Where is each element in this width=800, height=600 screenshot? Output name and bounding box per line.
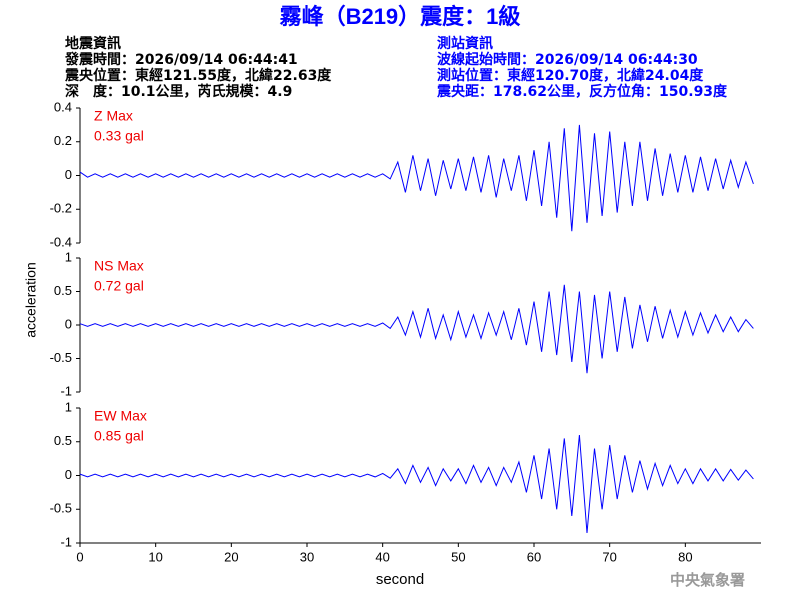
footer: 中央氣象署 [670,571,745,589]
x-tick-label: 50 [451,549,465,564]
y-tick-label: 0 [65,167,72,182]
y-tick-label: -1 [60,383,72,398]
y-tick-label: 1 [65,249,72,264]
y-tick-label: -1 [60,534,72,549]
max-label: EW Max [94,408,147,424]
waveform [79,284,754,374]
y-axis-label: acceleration [23,262,39,338]
quake-info: 發震時間：2026/09/14 06:44:41 [64,51,298,68]
y-tick-label: 0.5 [54,283,72,298]
quake-info: 震央位置：東經121.55度，北緯22.63度 [64,67,332,84]
x-tick-label: 60 [527,549,541,564]
max-value: 0.33 gal [94,128,144,144]
y-tick-label: 0 [65,316,72,331]
station-info: 震央距：178.62公里，反方位角：150.93度 [436,83,728,100]
y-tick-label: -0.5 [50,350,72,365]
x-tick-label: 30 [300,549,314,564]
max-value: 0.72 gal [94,278,144,294]
max-label: Z Max [94,108,133,124]
waveform [79,434,754,533]
waveform [79,124,754,232]
max-value: 0.85 gal [94,428,144,444]
title: 霧峰（B219）震度：1級 [279,4,521,29]
station-info: 測站資訊 [437,35,493,52]
y-tick-label: -0.5 [50,501,72,516]
station-info: 波線起始時間：2026/09/14 06:44:30 [437,51,698,68]
x-tick-label: 80 [678,549,692,564]
station-info: 測站位置：東經120.70度，北緯24.04度 [437,67,704,84]
x-tick-label: 70 [602,549,616,564]
x-tick-label: 40 [375,549,389,564]
y-tick-label: 0 [65,467,72,482]
x-tick-label: 20 [224,549,238,564]
y-tick-label: -0.4 [50,234,72,249]
y-tick-label: -0.2 [50,201,72,216]
max-label: NS Max [94,258,144,274]
y-tick-label: 0.5 [54,433,72,448]
x-axis-label: second [376,571,424,588]
x-tick-label: 10 [148,549,162,564]
quake-info: 深 度：10.1公里，芮氏規模：4.9 [65,83,292,100]
y-tick-label: 0.2 [54,133,72,148]
x-tick-label: 0 [76,549,83,564]
quake-info: 地震資訊 [65,35,121,52]
y-tick-label: 1 [65,399,72,414]
y-tick-label: 0.4 [54,99,72,114]
